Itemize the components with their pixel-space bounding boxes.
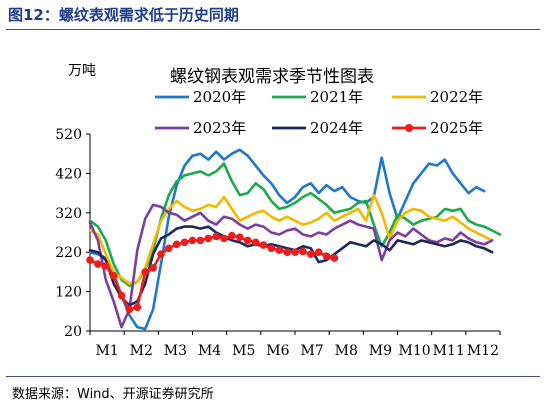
data-point	[306, 250, 315, 258]
legend-label: 2021年	[310, 88, 363, 106]
data-point	[180, 238, 189, 247]
x-tick-label: M1	[95, 343, 118, 359]
data-point	[141, 268, 149, 276]
data-point	[165, 244, 173, 253]
legend-label: 2023年	[193, 119, 246, 137]
series-line-1	[88, 148, 486, 331]
x-tick-label: M7	[300, 343, 323, 359]
y-axis-unit-label: 万吨	[68, 63, 96, 79]
x-tick-label: M9	[369, 343, 392, 359]
data-point	[125, 305, 134, 314]
y-tick-label: 320	[55, 206, 82, 222]
legend-label: 2020年	[193, 88, 246, 106]
data-point	[291, 248, 299, 256]
data-point	[322, 252, 331, 260]
x-tick-label: M2	[130, 343, 153, 359]
x-tick-label: M4	[198, 343, 221, 359]
data-point	[86, 256, 94, 264]
x-tick-label: M6	[266, 343, 289, 359]
series-line-3	[88, 193, 494, 286]
data-point	[228, 231, 236, 240]
series-line-6	[88, 234, 336, 311]
data-point	[236, 233, 244, 242]
y-tick-label: 20	[64, 324, 82, 340]
data-point	[243, 236, 252, 245]
data-point	[101, 262, 110, 270]
x-tick-label: M3	[164, 343, 187, 359]
legend: 2020年 2021年 2022年 2023年 2024年 2025年	[155, 88, 483, 137]
data-point	[117, 291, 126, 300]
y-tick-label: 420	[55, 166, 82, 182]
data-point	[275, 246, 284, 255]
data-point	[188, 236, 197, 245]
data-point	[251, 238, 260, 247]
data-point	[157, 250, 165, 258]
y-tick-label: 120	[55, 285, 82, 301]
series-line-4	[88, 203, 494, 329]
x-tick-label: M11	[433, 343, 465, 359]
data-point	[259, 241, 268, 249]
data-point	[330, 254, 339, 262]
y-tick-label: 220	[55, 245, 82, 261]
data-point	[149, 264, 157, 272]
data-point	[196, 236, 205, 245]
data-point	[204, 234, 213, 243]
x-tick-label: M8	[335, 343, 358, 359]
legend-label: 2024年	[310, 119, 363, 137]
legend-label: 2022年	[430, 88, 483, 106]
x-tick-label: M10	[399, 343, 431, 359]
series-line-5	[88, 225, 494, 307]
data-point	[220, 234, 228, 243]
data-point	[94, 260, 102, 268]
x-tick-label: M12	[467, 343, 499, 359]
data-point	[314, 248, 323, 256]
data-point	[172, 240, 181, 249]
data-point	[283, 248, 291, 256]
legend-marker	[405, 124, 413, 132]
source-rule	[6, 376, 540, 377]
legend-label: 2025年	[430, 119, 483, 137]
y-tick-label: 520	[55, 127, 82, 143]
series-layer	[86, 148, 502, 331]
data-point	[133, 303, 142, 312]
x-tick-label: M5	[232, 343, 255, 359]
data-point	[109, 272, 118, 280]
data-point	[299, 247, 307, 256]
source-note: 数据来源：Wind、开源证券研究所	[12, 387, 214, 402]
chart-title: 螺纹钢表观需求季节性图表	[170, 67, 374, 87]
title-rule	[6, 29, 540, 30]
figure-title: 图12：螺纹表观需求低于历史同期	[8, 6, 239, 24]
data-point	[212, 232, 220, 241]
data-point	[267, 244, 276, 253]
